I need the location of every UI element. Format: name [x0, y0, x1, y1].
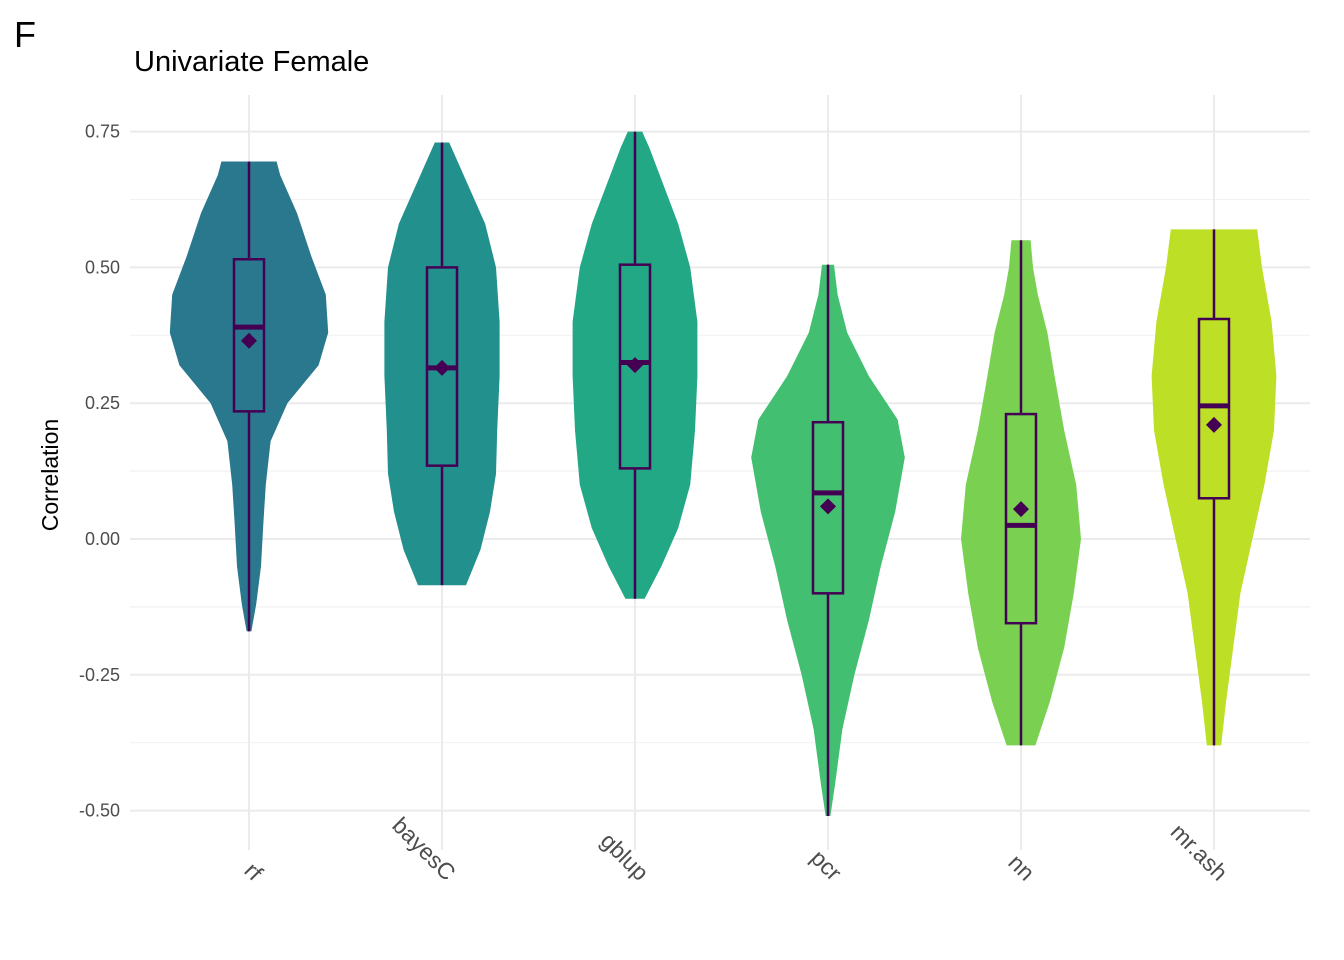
mean-marker — [1013, 501, 1029, 518]
violin-mr.ash — [1151, 229, 1277, 746]
x-tick-label: pcr — [806, 845, 847, 886]
y-tick-label: 0.00 — [85, 529, 120, 549]
y-tick-label: 0.75 — [85, 122, 120, 142]
box — [1004, 412, 1038, 625]
y-tick-label: 0.50 — [85, 257, 120, 277]
violin-gblup — [572, 131, 698, 599]
y-tick-label: 0.25 — [85, 393, 120, 413]
mean-marker — [1206, 416, 1222, 433]
violin-bayesC — [384, 142, 500, 586]
y-axis-label: Correlation — [37, 419, 63, 532]
mean-marker — [627, 357, 643, 374]
mean-marker — [241, 332, 257, 349]
x-tick-labels: rf bayesC gblup pcr nn mr.ash — [240, 812, 1233, 886]
mean-marker — [820, 498, 836, 515]
violins — [169, 131, 1277, 817]
violin-rf — [169, 161, 329, 632]
mean-marker — [434, 359, 450, 376]
violin-nn — [961, 240, 1081, 746]
x-tick-label: rf — [240, 857, 269, 886]
y-tick-label: -0.50 — [79, 801, 120, 821]
x-tick-label: gblup — [596, 827, 654, 885]
grid — [130, 95, 1310, 850]
x-tick-label: mr.ash — [1166, 818, 1233, 885]
violin-pcr — [751, 264, 905, 817]
chart-title: Univariate Female — [134, 46, 370, 78]
box — [1197, 317, 1231, 500]
panel-tag: F — [14, 14, 36, 55]
x-tick-label: nn — [1003, 849, 1039, 885]
x-tick-label: bayesC — [387, 812, 461, 886]
y-tick-label: -0.25 — [79, 665, 120, 685]
y-tick-labels: 0.75 0.50 0.25 0.00 -0.25 -0.50 — [79, 122, 120, 821]
